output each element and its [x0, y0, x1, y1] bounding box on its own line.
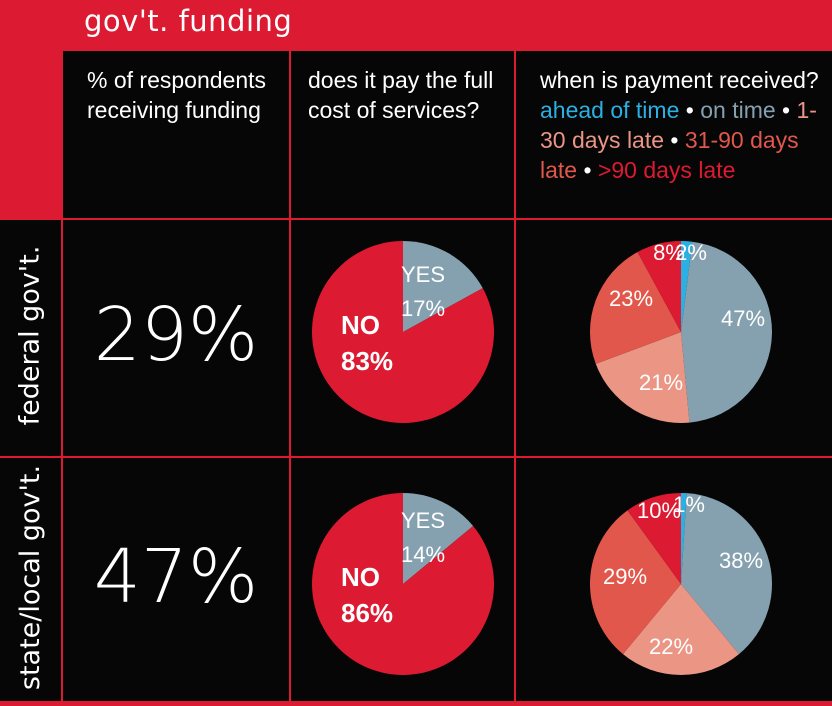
header-cell-full-cost: does it pay the full cost of services? — [291, 51, 514, 218]
slice-on-time — [681, 493, 773, 655]
slice-value-label: 8% — [653, 240, 685, 265]
slice-value-yes: 17% — [401, 296, 445, 321]
federal-payment-pie: 2% 47% 21% 23%8% — [590, 240, 772, 423]
state-payment-pie: 1% 38% 22% 29% 10% — [589, 492, 773, 676]
slice-yes — [403, 241, 483, 332]
slice-label-yes: YES — [401, 508, 445, 533]
legend-separator: • — [670, 127, 679, 153]
state-full-cost-cell: YES 14% NO 86% — [291, 458, 514, 701]
header-line: receiving funding — [87, 97, 261, 123]
slice-label-yes: YES — [401, 262, 445, 287]
legend-entry-ahead: ahead of time — [540, 97, 680, 123]
slice-value-label: 2% — [675, 240, 707, 265]
slice-label-no: NO — [341, 310, 380, 340]
header-line: does it pay the full — [308, 67, 494, 93]
slice-on-time — [681, 241, 772, 423]
federal-funding-percent: 29% — [93, 292, 259, 378]
row-label-cell-state: state/local gov't. — [0, 458, 61, 701]
legend-entry-on-time: on time — [700, 97, 776, 123]
slice-value-label: 23% — [609, 286, 653, 311]
state-percent-cell: 47% — [63, 458, 289, 701]
slice-value-label: 38% — [719, 548, 763, 573]
slice-value-yes: 14% — [401, 542, 445, 567]
federal-full-cost-cell: YES 17% NO 83% — [291, 220, 514, 456]
slice-value-label: 22% — [649, 634, 693, 659]
state-full-cost-pie: YES 14% NO 86% — [312, 493, 495, 675]
slice-value-label: 47% — [721, 306, 765, 331]
legend-separator: • — [685, 97, 694, 123]
state-payment-cell: 1% 38% 22% 29% 10% — [516, 458, 832, 701]
slice-over-90-days-late — [637, 241, 681, 332]
header-percent-respondents: % of respondents receiving funding — [87, 65, 266, 125]
slice-value-label: 21% — [639, 370, 683, 395]
page-title: gov't. funding — [84, 4, 293, 38]
legend-separator: • — [782, 97, 791, 123]
slice-ahead-of-time — [681, 493, 687, 584]
row-label-cell-federal: federal gov't. — [0, 220, 61, 456]
legend-entry-31-90: 31-90 days late — [540, 127, 799, 183]
slice-no — [311, 240, 494, 423]
header-line: % of respondents — [87, 67, 267, 93]
payment-legend: ahead of time • on time • 1-30 days late… — [540, 95, 826, 185]
header-full-cost: does it pay the full cost of services? — [308, 65, 493, 125]
slice-value-label: 1% — [673, 492, 705, 517]
slice-value-no: 83% — [341, 346, 393, 376]
header-cell-percent: % of respondents receiving funding — [63, 51, 289, 218]
slice-yes — [403, 493, 474, 584]
slice-1-30-days-late — [595, 332, 690, 423]
slice-label-no: NO — [341, 562, 380, 592]
header-line: when is payment received? — [540, 67, 819, 93]
row-label-federal: federal gov't. — [14, 245, 46, 426]
legend-entry-90-plus: >90 days late — [597, 157, 736, 183]
legend-entry-1-30: 1-30 days late — [540, 97, 817, 153]
slice-over-90-days-late — [627, 493, 681, 584]
header-line: cost of services? — [308, 97, 480, 123]
slice-no — [312, 493, 495, 675]
slice-1-30-days-late — [622, 584, 740, 676]
slice-value-label: 10% — [637, 498, 681, 523]
slice-ahead-of-time — [681, 241, 693, 332]
slice-value-no: 86% — [341, 598, 393, 628]
federal-percent-cell: 29% — [63, 220, 289, 456]
slice-31-90-days-late — [590, 252, 681, 364]
header-cell-payment: when is payment received? ahead of time … — [516, 51, 832, 218]
federal-full-cost-pie: YES 17% NO 83% — [311, 240, 494, 423]
slice-31-90-days-late — [589, 510, 681, 655]
row-label-state: state/local gov't. — [15, 464, 46, 691]
slice-value-label: 29% — [603, 564, 647, 589]
legend-separator: • — [583, 157, 592, 183]
header-payment: when is payment received? ahead of time … — [540, 65, 826, 185]
state-funding-percent: 47% — [93, 534, 259, 620]
federal-payment-cell: 2% 47% 21% 23% 8% — [516, 220, 832, 456]
